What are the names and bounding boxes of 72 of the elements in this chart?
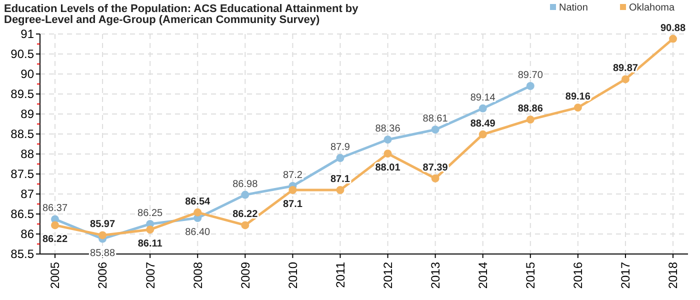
y-tick-label: 87.5 [10, 167, 34, 182]
x-tick-label: 2008 [190, 262, 205, 289]
point [431, 126, 440, 134]
point [194, 208, 202, 216]
x-tick-label: 2009 [238, 262, 252, 289]
y-tick-label: 89 [20, 107, 34, 122]
point [98, 231, 107, 240]
data-label: 86.25 [138, 208, 164, 219]
y-tick-label: 86 [20, 227, 34, 242]
y-tick-label: 85.5 [10, 247, 34, 262]
data-label: 86.40 [185, 227, 211, 238]
x-tick-label: 2016 [571, 262, 586, 289]
data-label: 86.54 [185, 196, 211, 208]
point [431, 174, 440, 182]
data-label: 86.11 [138, 238, 163, 250]
x-tick-label: 2010 [286, 262, 300, 289]
y-tick-label: 89.5 [10, 87, 34, 102]
x-tick-label: 2017 [618, 262, 633, 289]
y-tick-label: 88 [20, 147, 34, 162]
y-tick-label: 86.5 [10, 207, 34, 222]
x-tick-label: 2015 [524, 262, 538, 289]
data-label: 89.16 [565, 92, 591, 103]
x-tick-label: 2013 [428, 262, 443, 289]
x-tick-label: 2014 [476, 262, 490, 289]
point [478, 130, 487, 138]
chart-title: Education Levels of the Population: ACS Educational Attainment by Degree-Level and Age-Group (American Community Survey) [4, 3, 360, 26]
point [288, 186, 297, 194]
data-label: 88.36 [375, 124, 401, 135]
point [526, 82, 534, 90]
x-tick-label: 2012 [380, 262, 395, 289]
data-label: 89.70 [518, 70, 544, 81]
point [384, 150, 392, 158]
y-tick-label: 87 [20, 187, 34, 202]
x-tick-label: 2018 [666, 262, 680, 289]
point [478, 104, 487, 112]
x-tick-label: 2006 [96, 262, 110, 289]
x-tick-label: 2011 [333, 262, 348, 288]
point [574, 104, 582, 112]
data-label: 87.1 [330, 174, 350, 185]
legend-label: Nation [559, 2, 588, 14]
point [336, 154, 344, 162]
data-label: 86.98 [232, 178, 258, 190]
legend-label: Oklahoma [629, 2, 676, 14]
point [241, 190, 250, 199]
x-tick-label: 2005 [48, 262, 62, 289]
point [526, 116, 534, 124]
point [621, 75, 630, 84]
data-label: 87.2 [282, 170, 303, 181]
data-label: 86.37 [42, 203, 68, 214]
data-label: 88.86 [518, 104, 544, 115]
point [51, 221, 59, 230]
y-tick-label: 91 [20, 27, 34, 42]
data-label: 88.61 [422, 114, 448, 125]
data-label: 88.49 [470, 118, 496, 130]
point [384, 136, 392, 144]
data-label: 87.9 [330, 142, 350, 153]
data-label: 87.1 [282, 199, 303, 210]
data-label: 90.88 [660, 22, 686, 34]
y-tick-label: 88.5 [10, 127, 34, 142]
data-label: 89.14 [470, 92, 496, 104]
data-label: 85.97 [90, 219, 116, 230]
data-label: 88.01 [375, 162, 401, 174]
point [241, 221, 250, 230]
x-tick-label: 2007 [143, 262, 158, 289]
data-label: 89.87 [612, 63, 638, 74]
data-label: 86.22 [42, 234, 68, 246]
point [669, 34, 677, 43]
data-label: 86.22 [232, 209, 258, 220]
point [146, 226, 154, 234]
point [336, 186, 344, 194]
y-tick-label: 90.5 [10, 47, 34, 62]
y-tick-label: 90 [20, 67, 34, 82]
